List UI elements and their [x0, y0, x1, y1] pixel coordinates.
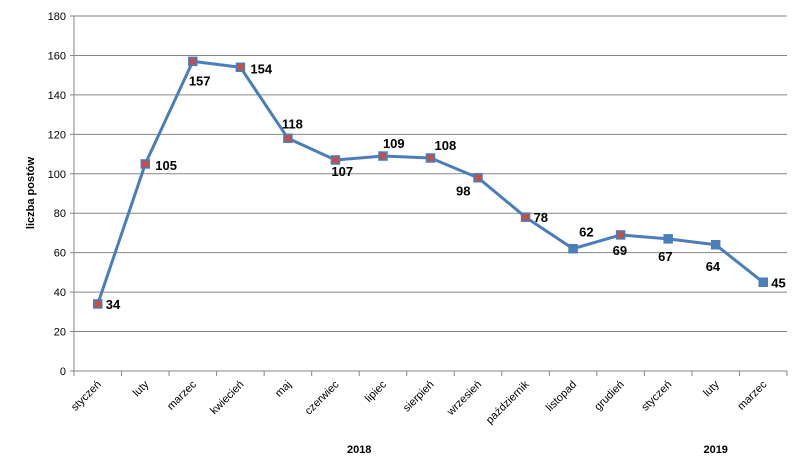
x-tick-label: grudień	[592, 379, 626, 413]
year-label: 2018	[347, 444, 371, 456]
x-tick-label: październik	[484, 378, 532, 426]
y-tick-labels: 0 20 40 60 80 100 120 140 160 180	[48, 11, 66, 378]
y-tick-label: 40	[54, 287, 66, 299]
data-label: 45	[771, 275, 785, 290]
data-label: 69	[613, 243, 627, 258]
data-point	[330, 155, 341, 165]
x-tick-label: sierpień	[401, 379, 437, 415]
y-tick-label: 160	[48, 50, 66, 62]
data-labels: 34 105 157 154 118 107 109 108 98 78 62 69 67 64 45	[106, 61, 786, 312]
data-label: 107	[331, 164, 353, 179]
data-point	[663, 234, 673, 244]
series-line	[96, 59, 765, 305]
data-label: 78	[534, 210, 548, 225]
y-tick-label: 60	[54, 248, 66, 260]
year-label: 2019	[703, 444, 727, 456]
x-tick-label: marzec	[735, 378, 769, 412]
data-point	[615, 230, 626, 240]
data-point	[710, 240, 721, 250]
series	[93, 56, 768, 309]
data-point	[758, 277, 768, 287]
x-tick-label: luty	[131, 378, 152, 399]
data-label: 67	[658, 249, 672, 264]
y-tick-label: 20	[54, 327, 66, 339]
y-tick-label: 140	[48, 90, 66, 102]
axes	[70, 15, 788, 376]
x-tick-label: listopad	[544, 379, 579, 414]
data-point	[473, 172, 483, 183]
y-tick-label: 0	[60, 366, 66, 378]
data-point	[568, 243, 578, 254]
x-tick-label: styczeń	[69, 379, 104, 414]
data-label: 108	[435, 138, 457, 153]
x-tick-label: wrzesień	[444, 379, 484, 419]
x-tick-label: lipiec	[363, 378, 390, 405]
data-label: 118	[282, 116, 303, 131]
data-label: 157	[189, 73, 211, 88]
gridlines	[74, 15, 787, 333]
data-point	[520, 212, 531, 222]
data-label: 105	[155, 158, 177, 173]
year-labels: 2018 2019	[347, 444, 728, 456]
data-point	[378, 151, 388, 161]
data-label: 64	[706, 259, 721, 274]
data-point	[283, 133, 293, 144]
data-label: 62	[579, 225, 593, 240]
y-tick-label: 180	[48, 11, 66, 23]
data-point	[188, 56, 198, 67]
y-tick-label: 120	[48, 129, 66, 141]
data-point	[425, 153, 436, 163]
x-tick-label: styczeń	[639, 379, 674, 414]
data-point	[140, 159, 151, 169]
x-tick-labels: styczeń luty marzec kwiecień maj czerwiec lipi…	[69, 378, 770, 426]
data-label: 98	[456, 184, 470, 199]
x-tick-label: marzec	[165, 378, 199, 412]
data-label: 34	[106, 297, 121, 312]
y-tick-label: 80	[54, 208, 66, 220]
data-label: 154	[250, 61, 272, 76]
x-tick-label: czerwiec	[303, 378, 342, 417]
x-tick-label: luty	[701, 378, 722, 399]
y-tick-label: 100	[48, 169, 66, 181]
data-point	[93, 299, 103, 309]
data-label: 109	[383, 136, 405, 151]
data-point	[235, 62, 246, 73]
x-tick-label: maj	[273, 379, 294, 400]
x-tick-label: kwiecień	[208, 379, 246, 417]
y-axis-label: liczba postów	[25, 157, 37, 230]
